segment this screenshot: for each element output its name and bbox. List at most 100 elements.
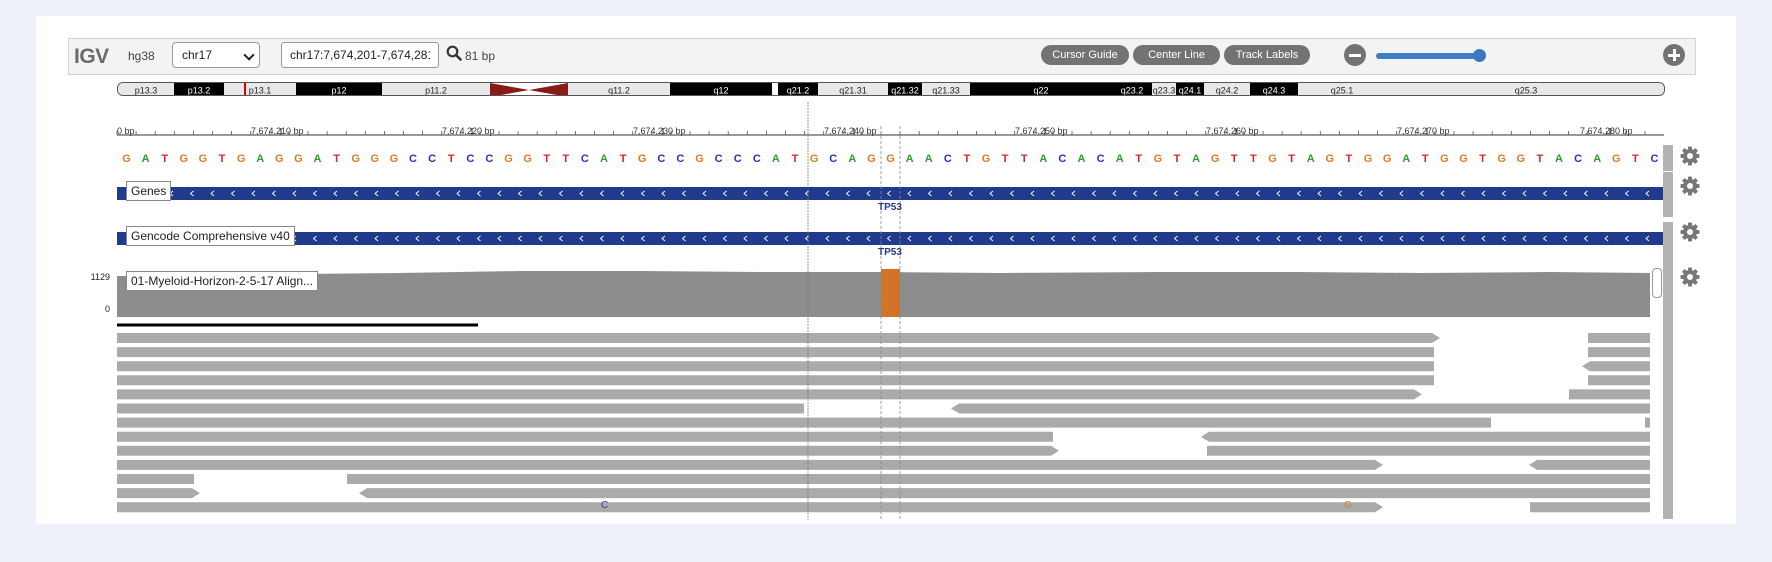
ruler-tick-label: 7,674,250 bp <box>1015 126 1068 136</box>
alignment-read <box>1530 502 1650 513</box>
sequence-base: G <box>1612 153 1621 165</box>
ideogram-band <box>1176 83 1204 95</box>
window-width-label: 81 bp <box>465 49 496 63</box>
ideogram-band <box>1204 83 1250 95</box>
sequence-base: C <box>753 153 761 165</box>
genes-settings-gear-icon[interactable] <box>1680 176 1700 196</box>
ideogram-band-label: q21.32 <box>891 86 919 96</box>
alignment-read <box>117 431 1053 442</box>
sequence-base: T <box>161 153 168 165</box>
alignment-read <box>347 474 1650 484</box>
chromosome-select[interactable]: chr17 <box>172 42 260 68</box>
chromosome-ideogram[interactable]: p13.3 p13.2 p13.1 p12 p11.2 q11.2 q12 q21.2 q21.… <box>117 82 1665 96</box>
alignment-read <box>117 502 1383 513</box>
ideogram-position-marker <box>244 83 246 95</box>
alignment-track-scrollbar[interactable] <box>1663 267 1673 519</box>
alignment-read <box>359 488 1650 499</box>
alignment-read <box>117 389 1422 400</box>
zoom-slider[interactable] <box>1376 53 1480 59</box>
ideogram-band <box>1152 83 1176 95</box>
ideogram-band-label: q21.31 <box>839 86 867 96</box>
sequence-base: T <box>1422 153 1429 165</box>
sequence-base: A <box>1192 153 1200 165</box>
gencode-feature-label[interactable]: TP53 <box>878 247 902 258</box>
igv-logo: IGV <box>74 45 109 68</box>
ideogram-band-label: q21.33 <box>932 86 960 96</box>
sequence-base: C <box>1574 153 1582 165</box>
sequence-base: A <box>1039 153 1047 165</box>
locus-search-input[interactable] <box>281 42 439 68</box>
sequence-base: T <box>964 153 971 165</box>
sequence-base: A <box>256 153 264 165</box>
center-line-button[interactable]: Center Line <box>1133 45 1220 65</box>
sequence-base: C <box>581 153 589 165</box>
sequence-base: G <box>523 153 532 165</box>
center-guides <box>807 102 901 520</box>
sequence-base: G <box>982 153 991 165</box>
sequence-base: T <box>1002 153 1009 165</box>
sequence-base: G <box>275 153 284 165</box>
ideogram-bands: p13.3 p13.2 p13.1 p12 p11.2 q11.2 q12 q21.2 q21.… <box>118 83 1664 96</box>
ideogram-band-label: q25.1 <box>1331 86 1354 96</box>
sequence-base: A <box>1555 153 1563 165</box>
sequence-base: C <box>466 153 474 165</box>
sequence-base: G <box>1383 153 1392 165</box>
sequence-base: G <box>695 153 704 165</box>
alignment-read <box>117 333 1440 343</box>
zoom-out-button[interactable] <box>1344 44 1366 66</box>
alignment-track-label[interactable]: 01-Myeloid-Horizon-2-5-17 Align... <box>126 271 319 291</box>
ideogram-band-label: q24.2 <box>1216 86 1239 96</box>
sequence-base: G <box>886 153 895 165</box>
ideogram-band <box>1250 83 1298 95</box>
alignment-read <box>117 403 804 414</box>
sequence-base: C <box>485 153 493 165</box>
gencode-settings-gear-icon[interactable] <box>1680 222 1700 242</box>
ideogram-band <box>1386 83 1664 95</box>
sequence-base: T <box>1174 153 1181 165</box>
zoom-slider-thumb[interactable] <box>1473 49 1486 62</box>
sequence-base: G <box>351 153 360 165</box>
sequence-base: T <box>1537 153 1544 165</box>
ideogram-band-label: q12 <box>713 86 728 96</box>
sequence-settings-gear-icon[interactable] <box>1680 146 1700 166</box>
gencode-track-scrollbar[interactable] <box>1663 222 1673 267</box>
genes-feature-label[interactable]: TP53 <box>878 202 902 213</box>
ideogram-band-label: q21.2 <box>787 86 810 96</box>
alignment-settings-gear-icon[interactable] <box>1680 267 1700 287</box>
gene-feature-bar <box>117 232 1664 245</box>
sequence-base: C <box>676 153 684 165</box>
sequence-base: G <box>199 153 208 165</box>
sequence-base: T <box>333 153 340 165</box>
search-icon[interactable] <box>446 45 462 61</box>
sequence-base: A <box>142 153 150 165</box>
alignment-read <box>1588 333 1650 343</box>
ideogram-band <box>1112 83 1152 95</box>
genes-track-label[interactable]: Genes <box>126 181 172 201</box>
alignment-read <box>1207 445 1650 456</box>
sequence-track-scrollbar[interactable] <box>1663 145 1673 171</box>
ideogram-band-label: q24.1 <box>1179 86 1202 96</box>
alignment-read <box>1588 347 1650 358</box>
track-labels-button[interactable]: Track Labels <box>1224 45 1310 65</box>
alignment-read <box>1529 459 1650 470</box>
sequence-base: A <box>314 153 322 165</box>
genome-label[interactable]: hg38 <box>128 49 155 63</box>
mismatch-c: C <box>601 500 609 511</box>
sequence-base: G <box>371 153 380 165</box>
alignment-read <box>117 375 1434 386</box>
sequence-base: G <box>390 153 399 165</box>
ideogram-band <box>568 83 670 95</box>
sequence-base: C <box>1097 153 1105 165</box>
sequence-base: T <box>1479 153 1486 165</box>
ruler-tick-label: 7,674,270 bp <box>1397 126 1450 136</box>
gencode-track-label[interactable]: Gencode Comprehensive v40 <box>126 226 295 246</box>
ideogram-band <box>670 83 772 95</box>
alignment-read <box>117 474 194 484</box>
genes-track-scrollbar[interactable] <box>1663 172 1673 217</box>
cursor-guide-button[interactable]: Cursor Guide <box>1041 45 1129 65</box>
sequence-base: T <box>219 153 226 165</box>
zoom-in-button[interactable] <box>1663 44 1685 66</box>
coverage-mismatch-column <box>881 269 900 317</box>
alignment-inner-scrollbar[interactable] <box>1652 268 1662 298</box>
